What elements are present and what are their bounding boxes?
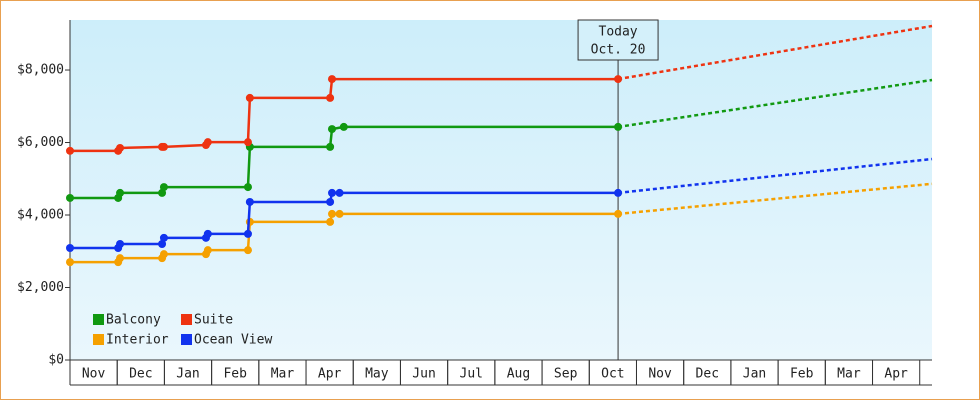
legend-label: Ocean View: [194, 333, 272, 348]
price-point: [66, 193, 74, 202]
legend-swatch: [93, 334, 104, 345]
price-point: [66, 146, 74, 155]
price-point: [327, 209, 336, 218]
price-point: [335, 209, 344, 218]
forecast-line: [617, 182, 933, 216]
price-point: [203, 138, 212, 147]
price-point: [203, 246, 212, 255]
price-point: [158, 240, 167, 249]
price-point: [245, 197, 254, 206]
x-tick-label: Jun: [412, 367, 435, 382]
x-tick-label: Apr: [884, 367, 908, 382]
x-tick-label: Oct: [601, 367, 624, 382]
legend-swatch: [181, 334, 192, 345]
price-point: [116, 188, 125, 197]
price-point: [327, 125, 336, 134]
price-point: [243, 183, 252, 192]
x-tick-label: Feb: [223, 367, 247, 382]
price-point: [159, 233, 168, 242]
price-point: [243, 229, 252, 238]
price-point: [335, 188, 344, 197]
x-tick-label: Aug: [507, 367, 530, 382]
price-point: [203, 229, 212, 238]
price-point: [159, 142, 168, 151]
x-tick-label: Feb: [790, 367, 814, 382]
price-point: [326, 93, 335, 102]
price-point: [339, 122, 348, 131]
price-point: [116, 254, 125, 263]
price-point: [614, 75, 623, 84]
today-box: [577, 19, 659, 61]
price-point: [327, 188, 336, 197]
price-point: [116, 240, 125, 249]
x-tick-label: Jan: [176, 367, 199, 382]
x-tick-label: Jan: [743, 367, 766, 382]
price-point: [614, 188, 623, 197]
x-tick-label: Dec: [129, 367, 152, 382]
forecast-line: [617, 157, 933, 195]
x-tick-label: Nov: [82, 367, 106, 382]
y-tick-label: $4,000: [17, 208, 64, 223]
price-point: [326, 197, 335, 206]
legend-label: Interior: [106, 333, 169, 348]
x-tick-label: Mar: [837, 367, 861, 382]
y-tick-label: $0: [48, 353, 64, 368]
plot-area: [70, 20, 932, 360]
price-point: [159, 250, 168, 259]
price-point: [116, 143, 125, 152]
price-point: [243, 138, 252, 147]
today-label: Today: [599, 25, 638, 40]
price-point: [327, 75, 336, 84]
x-tick-label: May: [365, 367, 389, 382]
legend-label: Balcony: [106, 313, 161, 328]
price-point: [614, 209, 623, 218]
x-tick-label: Dec: [696, 367, 719, 382]
x-tick-label: Apr: [318, 367, 342, 382]
price-point: [243, 246, 252, 255]
y-tick-label: $8,000: [17, 63, 64, 78]
y-tick-label: $2,000: [17, 280, 64, 295]
price-point: [326, 217, 335, 226]
x-tick-label: Jul: [460, 367, 483, 382]
price-point: [66, 243, 74, 252]
price-point: [326, 142, 335, 151]
x-tick-label: Sep: [554, 367, 578, 382]
y-tick-label: $6,000: [17, 135, 64, 150]
x-tick-label: Mar: [271, 367, 295, 382]
price-point: [159, 183, 168, 192]
today-label: Oct. 20: [591, 43, 646, 58]
legend-swatch: [93, 314, 104, 325]
price-point: [614, 122, 623, 131]
forecast-line: [617, 78, 933, 129]
legend-label: Suite: [194, 313, 233, 328]
x-tick-label: Nov: [648, 367, 672, 382]
legend-swatch: [181, 314, 192, 325]
price-point: [66, 258, 74, 267]
price-point: [245, 93, 254, 102]
